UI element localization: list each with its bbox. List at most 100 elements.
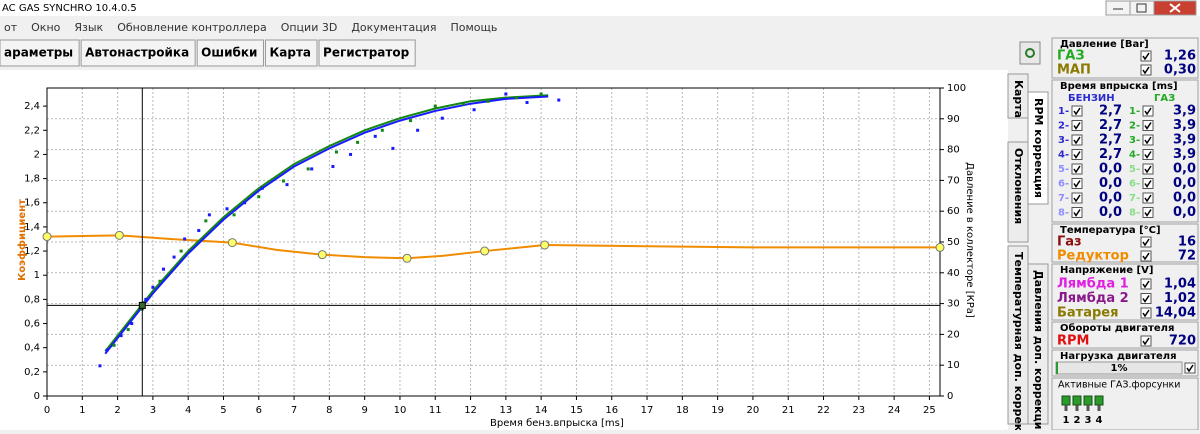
panel-label: ГАЗ: [1057, 49, 1085, 64]
side-icon-button[interactable]: [1019, 41, 1041, 65]
check-mark: [1144, 107, 1152, 116]
side-tab[interactable]: [1007, 245, 1029, 425]
petrol-value: 2,7: [1099, 104, 1122, 119]
checkbox[interactable]: [1071, 178, 1083, 189]
data-point: [409, 119, 413, 123]
data-point: [285, 183, 289, 187]
x-tick-label: 22: [817, 405, 830, 416]
checkbox[interactable]: [1140, 236, 1152, 248]
checkbox[interactable]: [1140, 250, 1152, 262]
petrol-value: 0,0: [1099, 162, 1122, 177]
checkbox[interactable]: [1071, 163, 1083, 175]
panel-value: 1,26: [1164, 49, 1196, 64]
petrol-label: 5-: [1058, 164, 1069, 175]
panel-label: Редуктор: [1057, 249, 1129, 264]
petrol-label: 3-: [1058, 135, 1069, 146]
data-point: [130, 322, 134, 326]
tab[interactable]: [318, 39, 416, 67]
petrol-value: 0,0: [1099, 176, 1122, 191]
panel-value: 16: [1178, 235, 1196, 250]
point-marker: [402, 253, 412, 263]
checkbox[interactable]: [1140, 64, 1152, 76]
check-mark: [1073, 136, 1081, 145]
check-mark: [1073, 122, 1081, 130]
y2-tick-label: 100: [947, 83, 966, 94]
checkbox[interactable]: [1140, 293, 1152, 304]
checkbox[interactable]: [1140, 307, 1152, 319]
checkbox[interactable]: [1071, 207, 1083, 218]
y-tick-label: 1,6: [24, 198, 40, 209]
data-point: [331, 165, 335, 169]
checkbox[interactable]: [1184, 362, 1196, 374]
minimize-button[interactable]: [1105, 0, 1131, 16]
checkbox[interactable]: [1071, 120, 1083, 131]
data-point: [243, 201, 247, 205]
checkbox[interactable]: [1071, 134, 1083, 146]
x-tick-label: 8: [326, 405, 332, 416]
gas-value: 0,0: [1173, 162, 1196, 177]
check-mark: [1144, 151, 1152, 159]
checkbox[interactable]: [1142, 207, 1154, 218]
close-icon: [1169, 3, 1181, 13]
side-tab[interactable]: [1007, 141, 1029, 243]
data-point: [472, 108, 476, 112]
panel-box: [1051, 321, 1199, 349]
checkbox[interactable]: [1142, 134, 1154, 146]
checkbox[interactable]: [1140, 335, 1152, 347]
checkbox[interactable]: [1071, 105, 1083, 117]
data-point: [380, 128, 384, 132]
checkbox[interactable]: [1142, 163, 1154, 175]
x-tick-label: 0: [44, 405, 50, 416]
tab[interactable]: [196, 39, 264, 67]
gas-label: 6-: [1129, 179, 1140, 190]
data-point: [373, 134, 377, 138]
x-tick-label: 3: [150, 405, 156, 416]
data-point: [151, 285, 155, 289]
data-point: [310, 167, 314, 171]
check-mark: [1144, 209, 1152, 217]
data-point: [179, 249, 183, 253]
checkbox[interactable]: [1142, 105, 1154, 117]
data-point: [105, 348, 109, 352]
checkbox[interactable]: [1071, 192, 1083, 204]
checkbox[interactable]: [1142, 192, 1154, 204]
data-point: [334, 150, 338, 154]
x-tick-label: 10: [394, 405, 407, 416]
panel-value: 72: [1178, 249, 1196, 264]
tab[interactable]: [0, 39, 80, 67]
petrol-value: 2,7: [1099, 133, 1122, 148]
y2-tick-label: 40: [947, 268, 960, 279]
window-title: AC GAS SYNCHRO 10.4.0.5: [2, 3, 137, 14]
checkbox[interactable]: [1140, 278, 1152, 290]
checkbox[interactable]: [1140, 50, 1152, 62]
check-mark: [1073, 194, 1081, 203]
tab[interactable]: [80, 39, 196, 67]
checkbox[interactable]: [1071, 149, 1083, 160]
x-tick-label: 7: [291, 405, 297, 416]
y2-tick-label: 0: [947, 391, 953, 402]
y2-tick-label: 70: [947, 175, 960, 186]
check-mark: [1142, 337, 1150, 346]
data-point: [433, 104, 437, 108]
section-title: Давление [Bar]: [1060, 39, 1149, 50]
section-title: Нагрузка двигателя: [1060, 351, 1177, 362]
menu-item: Язык: [74, 21, 103, 34]
petrol-value: 0,0: [1099, 205, 1122, 220]
tab[interactable]: [264, 39, 318, 67]
injector-nozzle: [1086, 405, 1090, 411]
gas-value: 3,9: [1173, 133, 1196, 148]
data-point: [98, 364, 102, 368]
check-mark: [1142, 295, 1150, 303]
maximize-button[interactable]: [1129, 0, 1155, 16]
x-axis-label: Время бенз.впрыска [ms]: [490, 418, 624, 429]
cursor-point: [138, 301, 146, 309]
x-tick-label: 14: [535, 405, 548, 416]
side-tab-label: Отклонения: [1012, 148, 1025, 224]
menu-item: Документация: [351, 21, 436, 34]
data-point: [525, 100, 529, 104]
data-point: [207, 213, 211, 217]
checkbox[interactable]: [1142, 120, 1154, 131]
checkbox[interactable]: [1142, 149, 1154, 160]
data-point: [306, 167, 310, 171]
checkbox[interactable]: [1142, 178, 1154, 189]
